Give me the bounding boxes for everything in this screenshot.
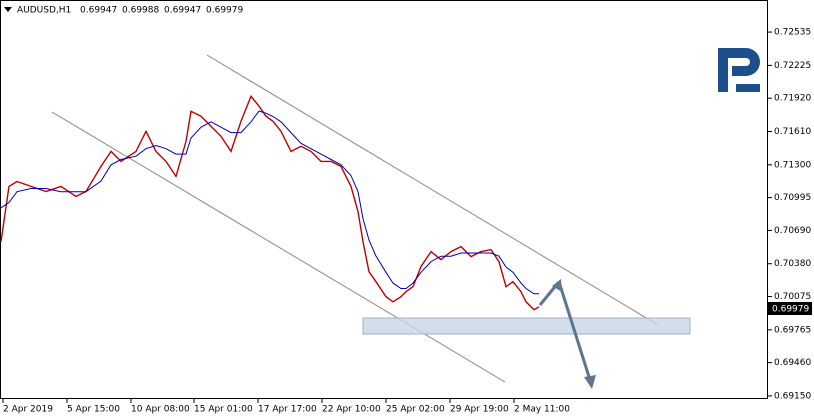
x-tick-label: 15 Apr 01:00 [194,405,253,415]
arrow-up-head [552,279,562,292]
ohlc-value: 0.69947 [164,6,201,16]
x-tick-label: 25 Apr 02:00 [386,405,445,415]
x-tick-label: 2 Apr 2019 [3,405,53,415]
x-tick-label: 22 Apr 10:00 [322,405,381,415]
x-tick-label: 10 Apr 08:00 [131,405,190,415]
y-tick-label: 0.70995 [774,193,811,203]
x-tick-label: 29 Apr 19:00 [450,405,509,415]
y-tick-label: 0.71610 [774,127,811,137]
y-tick-label: 0.72535 [774,28,811,38]
arrow-down-head [584,375,596,389]
y-tick-label: 0.71300 [774,160,811,170]
x-tick-label: 5 Apr 15:00 [67,405,120,415]
x-tick-label: 2 May 11:00 [514,405,570,415]
logo-mark [718,48,760,92]
y-tick-label: 0.69150 [774,391,811,401]
price-line [0,110,539,295]
y-tick-label: 0.70690 [774,226,811,236]
plot-frame [0,0,768,399]
channel-upper [206,54,659,326]
x-tick-label: 17 Apr 17:00 [258,405,317,415]
y-tick-label: 0.71920 [774,94,811,104]
y-tick-label: 0.69765 [774,325,811,335]
y-tick-label: 0.70380 [774,259,811,269]
support-zone [362,317,691,335]
ohlc-values: 0.69947 0.69988 0.69947 0.69979 [80,6,243,16]
ohlc-value: 0.69979 [206,6,243,16]
y-tick-label: 0.72225 [774,61,811,71]
ohlc-value: 0.69988 [122,6,159,16]
y-tick-label: 0.70075 [774,292,811,302]
chart-title: AUDUSD,H1 [17,6,71,16]
ohlc-value: 0.69947 [80,6,117,16]
y-tick-label: 0.69460 [774,358,811,368]
logo [716,48,760,92]
arrow-down [558,284,592,381]
menu-arrow [4,7,12,12]
price-tag-label: 0.69979 [772,305,809,315]
price-line [0,94,540,311]
price-tag [768,302,812,315]
